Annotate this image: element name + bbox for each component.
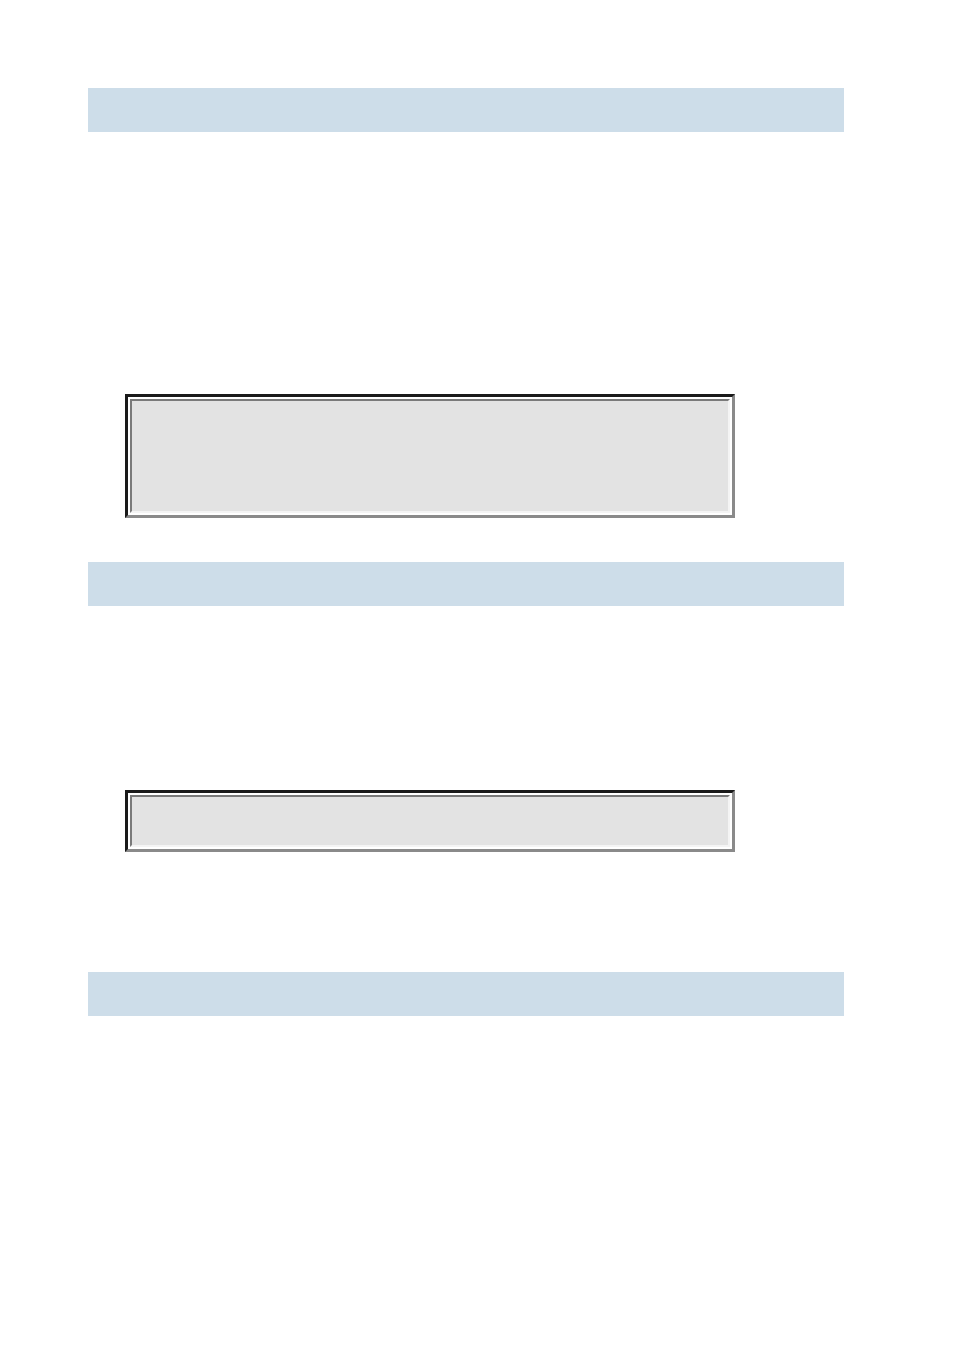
section-banner-3 [88,972,844,1016]
section-banner-1 [88,88,844,132]
section-banner-2 [88,562,844,606]
input-field-inner-2 [130,795,730,847]
input-field-inner-1 [130,399,730,513]
input-field-box-2[interactable] [125,790,735,852]
input-field-box-1[interactable] [125,394,735,518]
